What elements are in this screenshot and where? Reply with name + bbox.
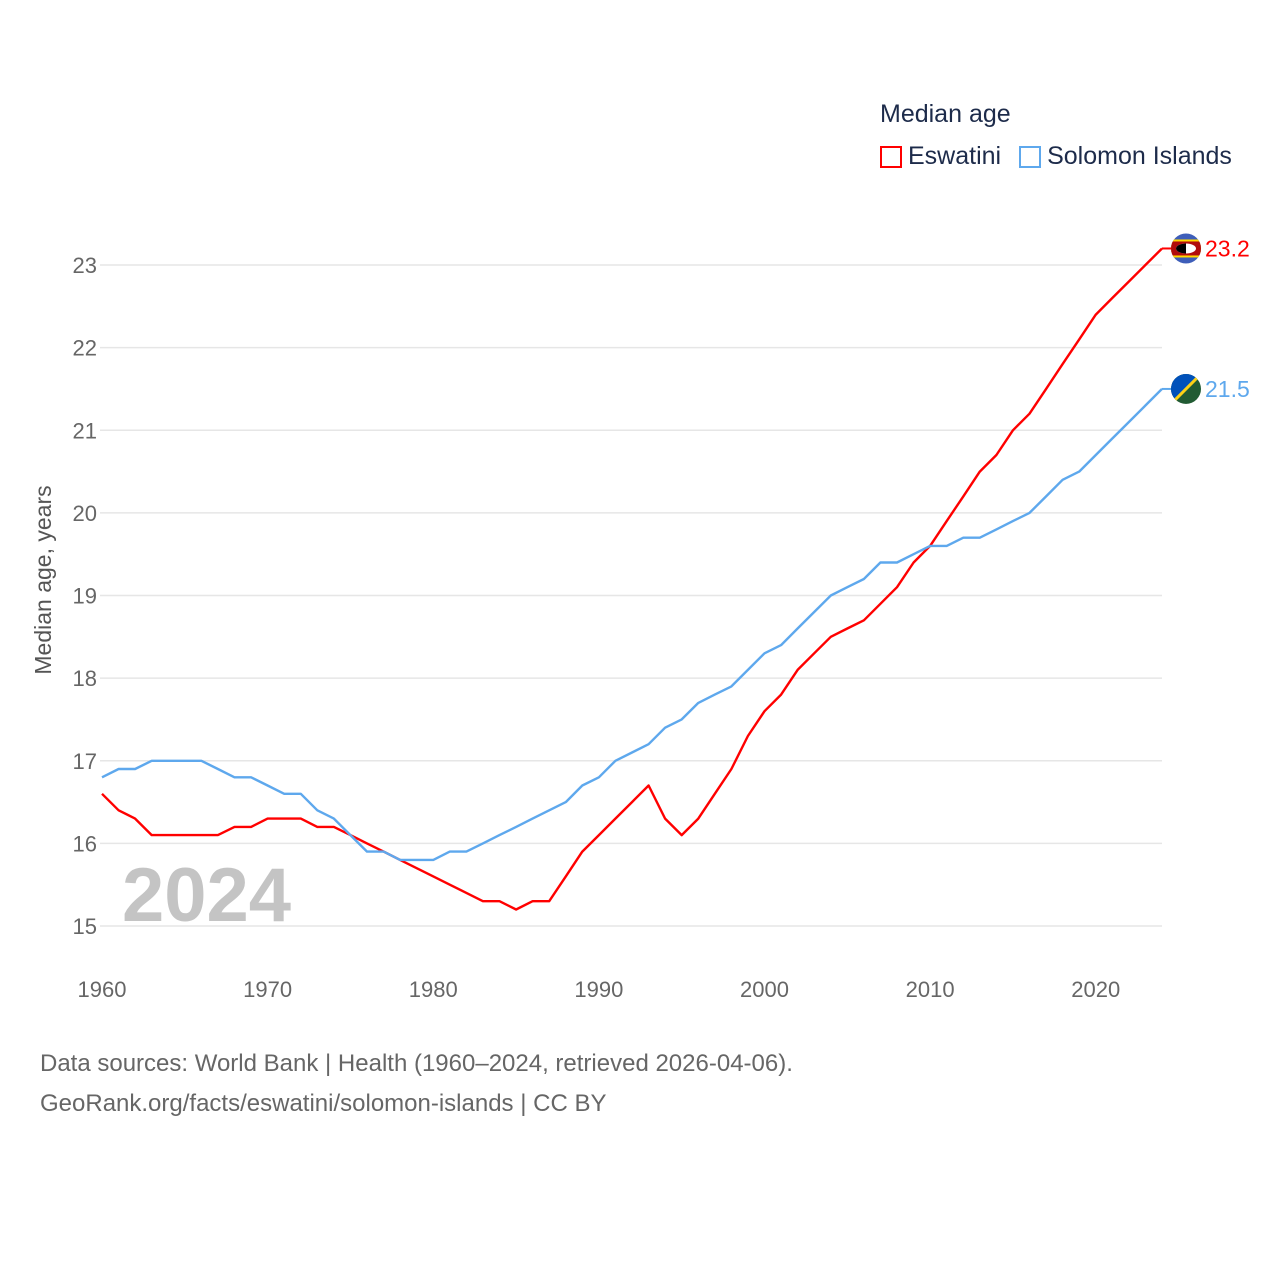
series-line-eswatini <box>101 247 1163 911</box>
y-tick-label: 15 <box>73 914 97 939</box>
legend-item-eswatini[interactable]: Eswatini <box>880 142 1001 171</box>
x-tick-label: 2020 <box>1071 977 1120 1002</box>
end-value-label: 21.5 <box>1205 376 1250 402</box>
x-tick-label: 2000 <box>740 977 789 1002</box>
solomon-islands-flag-icon <box>1171 373 1201 404</box>
y-tick-label: 18 <box>73 666 97 691</box>
y-tick-label: 22 <box>73 336 97 361</box>
y-tick-label: 16 <box>73 831 97 856</box>
y-tick-label: 21 <box>73 418 97 443</box>
legend-item-solomon-islands[interactable]: Solomon Islands <box>1019 142 1232 171</box>
legend-label: Solomon Islands <box>1047 142 1232 170</box>
legend-title: Median age <box>880 100 1011 128</box>
series-lines <box>101 247 1163 911</box>
end-value-label: 23.2 <box>1205 235 1250 261</box>
y-tick-label: 20 <box>73 501 97 526</box>
x-tick-label: 1970 <box>243 977 292 1002</box>
x-tick-label: 1990 <box>574 977 623 1002</box>
grid: 15 16 17 18 19 20 21 22 23 1960 1970 1980 1990 2000 20… <box>73 253 1162 1002</box>
legend-swatch-solomon-islands <box>1019 145 1042 168</box>
eswatini-flag-icon <box>1171 233 1201 264</box>
y-axis-label: Median age, years <box>30 485 56 674</box>
x-tick-label: 1960 <box>78 977 127 1002</box>
y-tick-label: 23 <box>73 253 97 278</box>
legend-swatch-eswatini <box>880 145 902 168</box>
footer: Data sources: World Bank | Health (1960–… <box>40 1044 793 1124</box>
legend: Eswatini Solomon Islands <box>880 142 1232 171</box>
data-sources: Data sources: World Bank | Health (1960–… <box>40 1050 793 1077</box>
x-tick-label: 1980 <box>409 977 458 1002</box>
legend-label: Eswatini <box>908 142 1002 170</box>
y-tick-label: 17 <box>73 749 97 774</box>
end-labels: 23.2 21.5 <box>1162 233 1250 404</box>
y-tick-label: 19 <box>73 584 97 609</box>
source-link[interactable]: GeoRank.org/facts/eswatini/solomon-islan… <box>40 1090 607 1117</box>
series-line-solomon-islands <box>101 388 1163 862</box>
year-watermark: 2024 <box>122 853 291 938</box>
x-tick-label: 2010 <box>906 977 955 1002</box>
